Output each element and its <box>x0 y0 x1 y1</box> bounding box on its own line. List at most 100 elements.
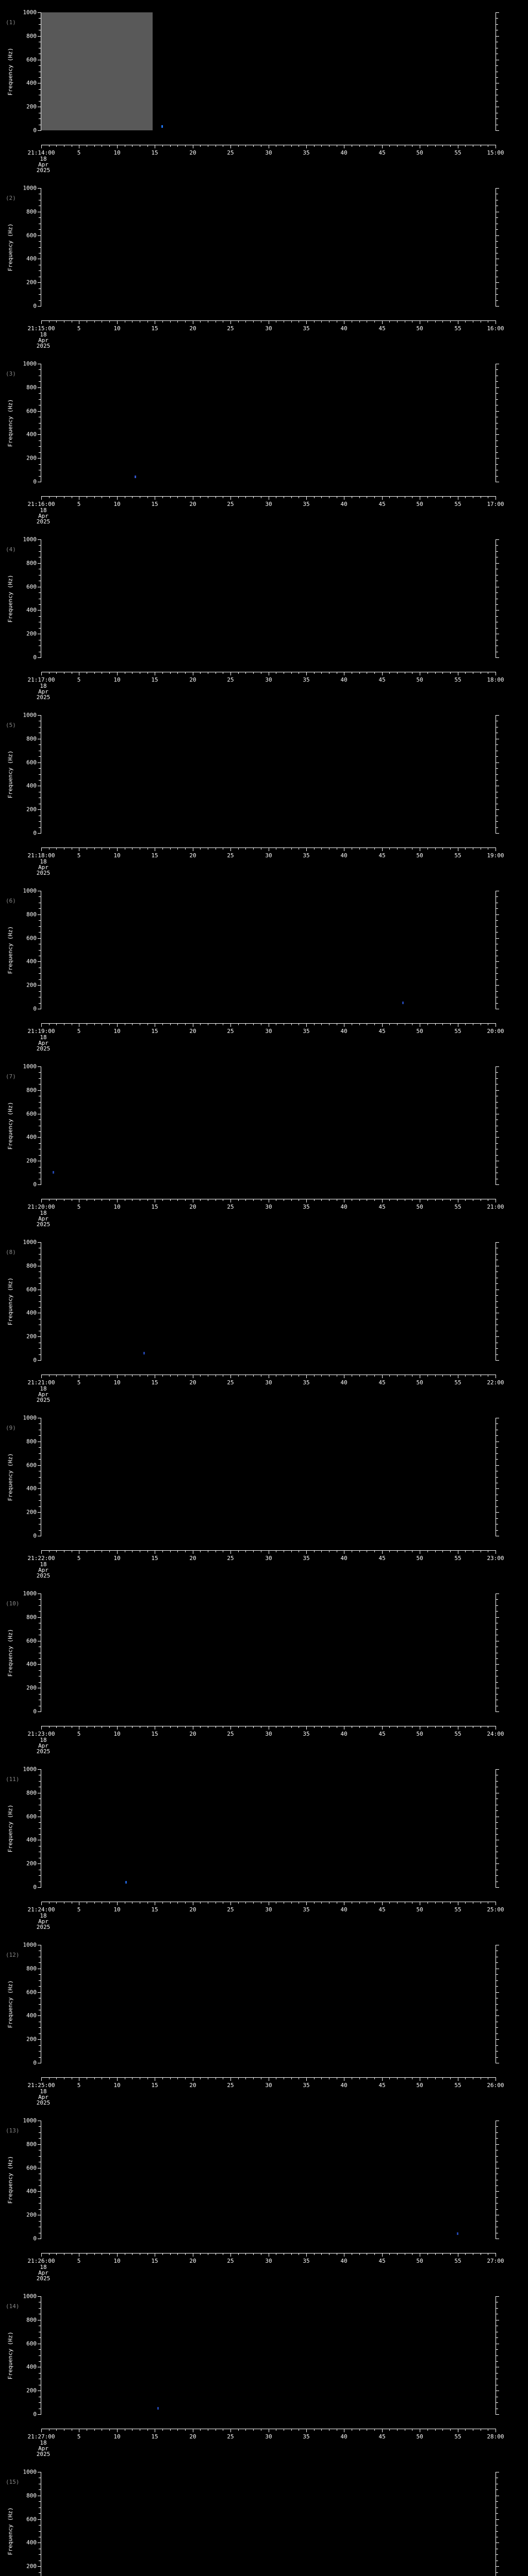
x-tick-minor <box>374 672 375 674</box>
x-tick-minor <box>185 320 186 323</box>
x-tick-major <box>117 2253 118 2257</box>
x-tick-major <box>230 320 231 324</box>
x-tick-label: 26:00 <box>487 2082 504 2089</box>
y-tick-minor <box>39 896 41 897</box>
x-tick-label: 18:00 <box>487 676 504 683</box>
x-tick-label: 5 <box>77 149 81 156</box>
x-tick-minor <box>109 145 110 147</box>
y-tick-minor <box>39 2501 41 2502</box>
panel-number-label: (8) <box>6 1249 16 1256</box>
y-tick-right-major <box>496 1711 499 1712</box>
x-tick-minor <box>238 2253 239 2255</box>
x-tick-major <box>306 672 307 675</box>
y-tick-label: 200 <box>26 806 37 813</box>
x-tick-major <box>230 1199 231 1202</box>
y-tick-right-minor <box>496 1834 498 1835</box>
y-tick-right-major <box>496 411 499 412</box>
x-tick-minor <box>109 320 110 323</box>
x-tick-minor <box>132 848 133 850</box>
y-tick-major <box>38 914 41 915</box>
x-tick-label: 25 <box>227 149 234 156</box>
x-tick-minor <box>389 1023 390 1025</box>
x-tick-minor <box>147 1726 148 1728</box>
x-tick-label: 25 <box>227 1555 234 1562</box>
y-tick-label: 200 <box>26 981 37 989</box>
x-tick-major <box>382 2253 383 2257</box>
y-tick-right-minor <box>496 628 498 629</box>
x-tick-minor <box>56 848 57 850</box>
x-tick-minor <box>465 2253 466 2255</box>
x-tick-minor <box>314 1550 315 1552</box>
y-tick-right-minor <box>496 1459 498 1460</box>
y-tick-right-minor <box>496 950 498 951</box>
x-tick-minor <box>200 2429 201 2431</box>
x-tick-minor <box>397 2253 398 2255</box>
y-tick-minor <box>39 1254 41 1255</box>
x-tick-label: 45 <box>378 149 386 156</box>
x-tick-minor <box>56 1902 57 1904</box>
x-tick-minor <box>359 1023 360 1025</box>
y-axis-title: Frequency (Hz) <box>7 2331 14 2379</box>
y-axis-title: Frequency (Hz) <box>7 1980 14 2028</box>
panel-number-label: (9) <box>6 1425 16 1431</box>
y-tick-right-minor <box>496 1611 498 1612</box>
x-axis-date-part: 18 <box>40 1561 47 1568</box>
x-tick-minor <box>162 848 163 850</box>
y-tick-label: 1000 <box>23 9 37 16</box>
x-tick-minor <box>359 1550 360 1552</box>
x-tick-label: 21:17:00 <box>27 676 55 683</box>
x-tick-label: 5 <box>77 1379 81 1386</box>
x-tick-minor <box>200 672 201 674</box>
x-tick-minor <box>147 672 148 674</box>
x-tick-label: 15:00 <box>487 149 504 156</box>
x-tick-minor <box>56 1023 57 1025</box>
y-tick-label: 0 <box>33 478 37 485</box>
x-tick-label: 40 <box>340 501 348 507</box>
trace-marker <box>53 1171 55 1174</box>
y-tick-minor <box>39 1599 41 1600</box>
x-tick-minor <box>170 1023 171 1025</box>
x-tick-label: 45 <box>378 2258 386 2264</box>
x-tick-major <box>230 1023 231 1027</box>
y-tick-right-minor <box>496 1254 498 1255</box>
y-tick-label: 800 <box>26 2141 37 2148</box>
x-tick-label: 20 <box>189 1204 196 1210</box>
x-tick-minor <box>245 496 246 498</box>
x-tick-major <box>41 1550 42 1554</box>
x-tick-minor <box>245 1550 246 1552</box>
x-tick-minor <box>442 672 443 674</box>
y-tick-label: 1000 <box>23 887 37 894</box>
x-tick-label: 21:23:00 <box>27 1731 55 1737</box>
y-tick-right-minor <box>496 2572 498 2573</box>
y-tick-major <box>38 1242 41 1243</box>
x-tick-minor <box>321 1375 322 1377</box>
y-tick-label: 400 <box>26 1836 37 1843</box>
x-tick-minor <box>314 848 315 850</box>
x-tick-minor <box>185 2429 186 2431</box>
x-tick-label: 15 <box>151 852 158 859</box>
x-tick-label: 40 <box>340 2433 348 2440</box>
x-tick-minor <box>245 2429 246 2431</box>
y-tick-right-major <box>496 2519 499 2520</box>
spectrogram-panel: 0 200 400 600 800 1000 Frequency (Hz) (2) 21:15:… <box>0 176 528 351</box>
x-tick-major <box>41 1902 42 1905</box>
y-tick-minor <box>39 932 41 933</box>
x-tick-label: 5 <box>77 325 81 332</box>
x-tick-label: 30 <box>265 325 272 332</box>
y-axis-title: Frequency (Hz) <box>7 223 14 271</box>
x-axis-date-part: 2025 <box>36 2275 51 2282</box>
x-tick-minor <box>435 1726 436 1728</box>
x-tick-major <box>382 672 383 675</box>
x-tick-major <box>117 1375 118 1378</box>
y-tick-label: 200 <box>26 454 37 462</box>
x-tick-minor <box>170 496 171 498</box>
x-tick-label: 30 <box>265 1204 272 1210</box>
x-tick-label: 10 <box>113 1204 121 1210</box>
y-tick-right-minor <box>496 1980 498 1981</box>
y-tick-minor <box>39 1354 41 1355</box>
x-tick-label: 5 <box>77 1028 81 1035</box>
y-tick-minor <box>39 2554 41 2555</box>
x-tick-label: 45 <box>378 1379 386 1386</box>
y-axis-title: Frequency (Hz) <box>7 750 14 798</box>
x-tick-minor <box>185 1550 186 1552</box>
